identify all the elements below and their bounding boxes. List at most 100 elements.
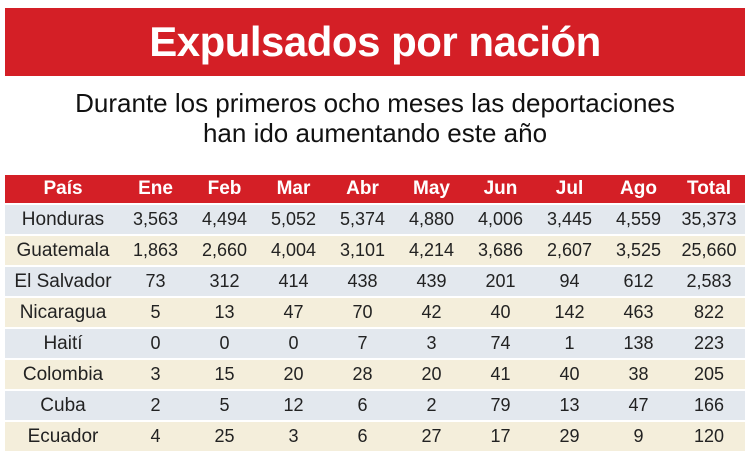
value-cell: 4,494 — [201, 209, 248, 229]
value-cell: 70 — [352, 302, 373, 322]
value-cell: 79 — [490, 395, 511, 415]
table-row: Nicaragua 5 13 47 70 42 40 142 463 822 — [5, 298, 745, 327]
value-cell: 2,607 — [546, 240, 593, 260]
value-cell: 4,004 — [270, 240, 317, 260]
value-cell: 40 — [559, 364, 580, 384]
value-cell: 25,660 — [681, 240, 737, 260]
column-header-7: Jul — [555, 178, 584, 199]
country-cell: Colombia — [22, 363, 104, 385]
value-cell: 3,686 — [477, 240, 524, 260]
table-row: Haití 0 0 0 7 3 74 1 138 223 — [5, 329, 745, 358]
value-cell: 138 — [623, 333, 654, 353]
value-cell: 3,101 — [339, 240, 386, 260]
value-cell: 3 — [150, 364, 161, 384]
value-cell: 6 — [357, 426, 368, 446]
value-cell: 94 — [559, 271, 580, 291]
value-cell: 439 — [416, 271, 447, 291]
value-cell: 6 — [357, 395, 368, 415]
value-cell: 223 — [693, 333, 725, 353]
table-body: Honduras 3,563 4,494 5,052 5,374 4,880 4,006 3,… — [5, 205, 745, 451]
value-cell: 1 — [564, 333, 575, 353]
value-cell: 0 — [219, 333, 230, 353]
value-cell: 414 — [278, 271, 309, 291]
column-header-4: Abr — [346, 178, 379, 199]
subtitle-line-2: han ido aumentando este año — [202, 118, 548, 148]
value-cell: 5 — [219, 395, 230, 415]
table-row: El Salvador 73 312 414 438 439 201 94 612 2,583 — [5, 267, 745, 296]
table-row: Colombia 3 15 20 28 20 41 40 38 205 — [5, 360, 745, 389]
column-header-8: Ago — [620, 178, 657, 199]
value-cell: 612 — [623, 271, 654, 291]
value-cell: 15 — [214, 364, 235, 384]
value-cell: 35,373 — [681, 209, 737, 229]
value-cell: 4,880 — [408, 209, 455, 229]
value-cell: 438 — [347, 271, 378, 291]
value-cell: 4 — [150, 426, 161, 446]
value-cell: 4,006 — [477, 209, 524, 229]
value-cell: 5,374 — [339, 209, 386, 229]
table-header-row: País Ene Feb Mar Abr May Jun Jul Ago Total — [5, 175, 745, 203]
value-cell: 3 — [288, 426, 299, 446]
value-cell: 38 — [628, 364, 649, 384]
country-cell: Honduras — [21, 208, 105, 230]
value-cell: 13 — [559, 395, 580, 415]
value-cell: 2,583 — [686, 271, 732, 291]
column-header-1: Ene — [138, 178, 173, 199]
value-cell: 12 — [283, 395, 304, 415]
value-cell: 3 — [426, 333, 437, 353]
value-cell: 40 — [490, 302, 511, 322]
value-cell: 73 — [145, 271, 166, 291]
table-row: Guatemala 1,863 2,660 4,004 3,101 4,214 3,686 2… — [5, 236, 745, 265]
value-cell: 47 — [283, 302, 304, 322]
value-cell: 4,214 — [408, 240, 455, 260]
value-cell: 42 — [421, 302, 442, 322]
country-cell: Guatemala — [16, 239, 110, 261]
value-cell: 41 — [490, 364, 511, 384]
table-row: Ecuador 4 25 3 6 27 17 29 9 120 — [5, 422, 745, 451]
value-cell: 142 — [554, 302, 585, 322]
country-cell: Cuba — [40, 394, 86, 416]
subtitle-line-1: Durante los primeros ocho meses las depo… — [75, 88, 675, 118]
value-cell: 9 — [633, 426, 644, 446]
chart-subtitle: Durante los primeros ocho meses las depo… — [0, 88, 750, 148]
table-row: Honduras 3,563 4,494 5,052 5,374 4,880 4,006 3,… — [5, 205, 745, 234]
value-cell: 201 — [485, 271, 516, 291]
value-cell: 4,559 — [615, 209, 662, 229]
value-cell: 2 — [150, 395, 161, 415]
deportations-table: País Ene Feb Mar Abr May Jun Jul Ago Total Hondur… — [5, 173, 745, 453]
value-cell: 20 — [283, 364, 304, 384]
value-cell: 7 — [357, 333, 368, 353]
value-cell: 74 — [490, 333, 511, 353]
value-cell: 166 — [693, 395, 725, 415]
column-header-9: Total — [687, 178, 731, 199]
column-header-2: Feb — [207, 178, 242, 199]
value-cell: 5,052 — [270, 209, 317, 229]
title-banner: Expulsados por nación — [5, 8, 745, 76]
value-cell: 3,525 — [615, 240, 662, 260]
table-row: Cuba 2 5 12 6 2 79 13 47 166 — [5, 391, 745, 420]
value-cell: 205 — [693, 364, 725, 384]
value-cell: 822 — [693, 302, 725, 322]
value-cell: 0 — [150, 333, 161, 353]
country-cell: El Salvador — [14, 270, 112, 292]
value-cell: 28 — [352, 364, 373, 384]
value-cell: 312 — [209, 271, 240, 291]
value-cell: 13 — [214, 302, 235, 322]
value-cell: 463 — [623, 302, 654, 322]
country-cell: Haití — [43, 332, 83, 354]
value-cell: 1,863 — [132, 240, 179, 260]
column-header-0: País — [43, 178, 83, 199]
value-cell: 3,445 — [546, 209, 593, 229]
column-header-3: Mar — [276, 178, 311, 199]
value-cell: 17 — [490, 426, 511, 446]
value-cell: 20 — [421, 364, 442, 384]
value-cell: 29 — [559, 426, 580, 446]
value-cell: 2 — [426, 395, 437, 415]
value-cell: 0 — [288, 333, 299, 353]
country-cell: Ecuador — [27, 425, 99, 447]
column-header-5: May — [413, 178, 450, 199]
column-header-6: Jun — [483, 178, 518, 199]
value-cell: 2,660 — [201, 240, 248, 260]
country-cell: Nicaragua — [19, 301, 107, 323]
chart-title: Expulsados por nación — [149, 18, 601, 65]
